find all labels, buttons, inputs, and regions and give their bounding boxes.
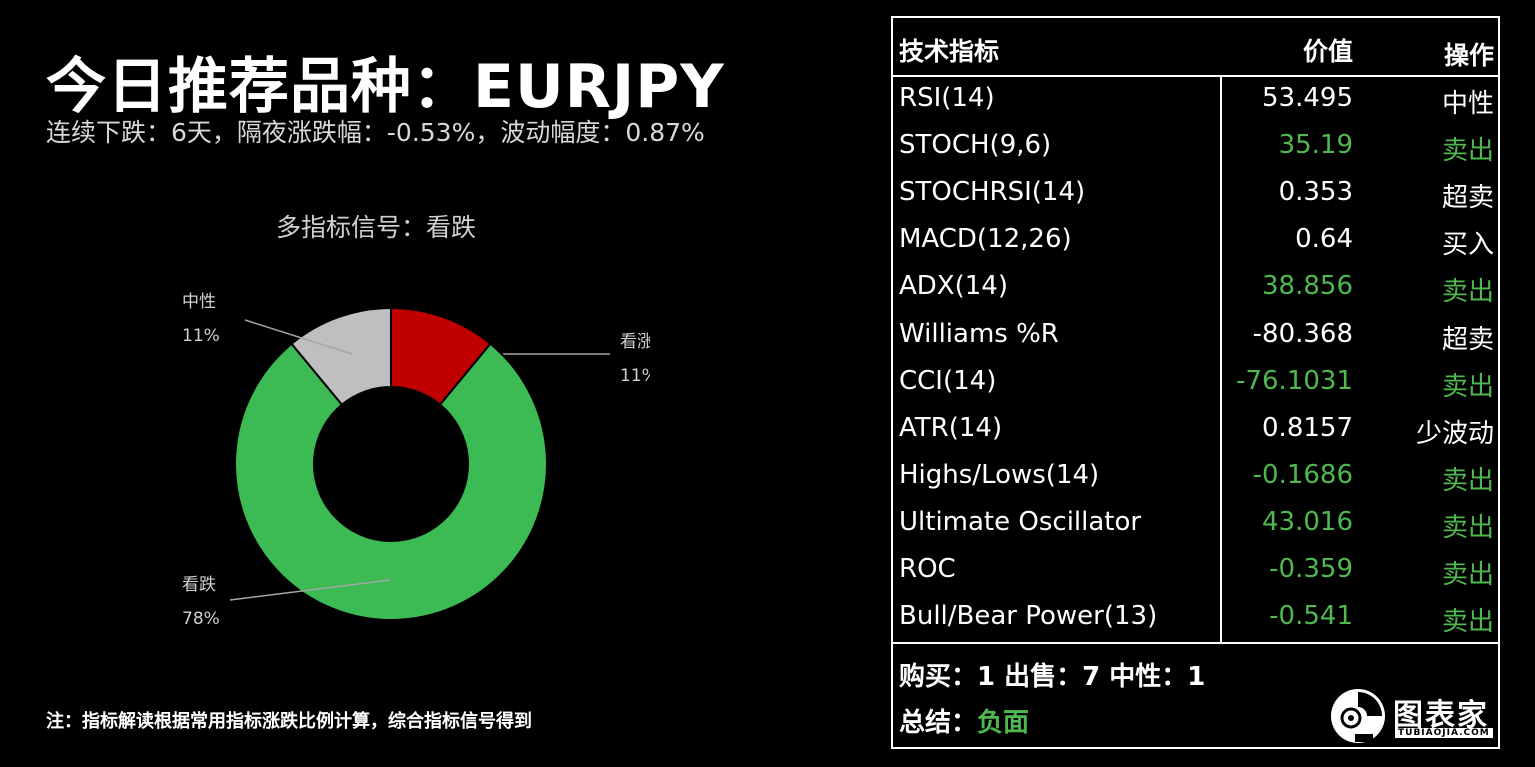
indicator-name: ROC (899, 554, 956, 584)
indicator-action: 少波动 (1415, 418, 1494, 449)
indicator-name: ADX(14) (899, 271, 1008, 302)
table-row: Ultimate Oscillator 43.016 卖出 (893, 501, 1498, 548)
indicator-name: STOCH(9,6) (899, 130, 1052, 161)
indicator-name: Highs/Lows(14) (899, 459, 1100, 490)
table-row: STOCH(9,6) 35.19 卖出 (893, 124, 1498, 171)
donut-slice (290, 306, 392, 407)
table-row: ROC -0.359 卖出 (893, 548, 1498, 595)
brand-logo: 图表家 TUBIAOJIA.COM (1327, 686, 1497, 746)
table-row: Highs/Lows(14) -0.1686 卖出 (893, 454, 1498, 501)
indicator-value: -0.541 (1269, 601, 1353, 632)
slice-label: 中性 (182, 292, 216, 312)
indicator-value: 0.8157 (1262, 412, 1353, 443)
header-indicator: 技术指标 (899, 37, 1000, 66)
table-row: Williams %R -80.368 超卖 (893, 313, 1498, 360)
indicator-action: 卖出 (1441, 136, 1494, 167)
leader-line (244, 319, 353, 355)
summary: 总结：负面 (899, 702, 1029, 739)
footnote: 注：指标解读根据常用指标涨跌比例计算，综合指标信号得到 (46, 711, 532, 732)
leader-line (229, 579, 391, 601)
indicator-value: -0.1686 (1252, 459, 1353, 490)
column-divider (1220, 76, 1222, 644)
indicator-action: 超卖 (1441, 324, 1494, 355)
indicator-action: 卖出 (1441, 512, 1494, 543)
header-divider (893, 75, 1498, 77)
slice-percent: 78% (182, 609, 220, 629)
indicator-action: 卖出 (1441, 465, 1494, 496)
indicator-action: 卖出 (1441, 607, 1494, 638)
indicator-value: 53.495 (1262, 83, 1353, 113)
donut-slice (234, 342, 548, 621)
signal-counts: 购买：1 出售：7 中性：1 (899, 662, 1206, 692)
indicator-name: RSI(14) (899, 83, 995, 113)
table-row: MACD(12,26) 0.64 买入 (893, 218, 1498, 265)
indicator-value: -80.368 (1252, 318, 1353, 349)
slice-percent: 11% (620, 366, 650, 386)
page-title: 今日推荐品种：EURJPY (46, 52, 725, 122)
indicator-action: 卖出 (1441, 560, 1494, 590)
table-row: Bull/Bear Power(13) -0.541 卖出 (893, 595, 1498, 642)
indicator-value: 43.016 (1262, 506, 1353, 537)
summary-label: 总结： (899, 708, 978, 738)
indicator-name: Bull/Bear Power(13) (899, 601, 1158, 632)
table-row: STOCHRSI(14) 0.353 超卖 (893, 171, 1498, 218)
indicator-action: 卖出 (1441, 277, 1494, 308)
indicator-value: 0.64 (1295, 224, 1353, 255)
indicator-name: MACD(12,26) (899, 224, 1072, 255)
signal-donut-chart: 看涨 11% 看跌 78% 中性 11% (182, 292, 650, 629)
chart-title: 多指标信号：看跌 (276, 213, 477, 242)
indicator-action: 中性 (1441, 89, 1494, 119)
slice-label: 看涨 (620, 332, 650, 352)
logo-subtext: TUBIAOJIA.COM (1395, 728, 1493, 738)
indicator-value: 35.19 (1278, 130, 1353, 161)
table-row: CCI(14) -76.1031 卖出 (893, 360, 1498, 407)
indicator-name: CCI(14) (899, 365, 997, 396)
indicator-value: 38.856 (1262, 271, 1353, 302)
table-row: ATR(14) 0.8157 少波动 (893, 407, 1498, 454)
table-row: ADX(14) 38.856 卖出 (893, 265, 1498, 312)
indicator-action: 超卖 (1441, 183, 1494, 214)
slice-percent: 11% (182, 326, 220, 346)
table-row: RSI(14) 53.495 中性 (893, 77, 1498, 124)
footer-divider (893, 642, 1498, 644)
indicator-name: Williams %R (899, 318, 1059, 349)
indicator-value: -0.359 (1269, 554, 1353, 584)
header-value: 价值 (1302, 37, 1353, 66)
indicator-table: 技术指标 价值 操作 RSI(14) 53.495 中性 STOCH(9,6) 35.1… (891, 16, 1500, 749)
indicator-name: Ultimate Oscillator (899, 506, 1142, 537)
indicator-name: ATR(14) (899, 412, 1003, 443)
indicator-action: 买入 (1441, 230, 1494, 261)
indicator-value: 0.353 (1278, 177, 1353, 208)
summary-value: 负面 (977, 708, 1030, 738)
page-subtitle: 连续下跌：6天，隔夜涨跌幅：-0.53%，波动幅度：0.87% (46, 118, 705, 147)
slice-label: 看跌 (182, 575, 216, 595)
indicator-name: STOCHRSI(14) (899, 177, 1086, 208)
logo-text: 图表家 (1393, 698, 1489, 733)
header-action: 操作 (1443, 41, 1494, 70)
indicator-value: -76.1031 (1236, 365, 1353, 396)
robot-head-icon (1331, 689, 1385, 743)
indicator-action: 卖出 (1441, 371, 1494, 402)
